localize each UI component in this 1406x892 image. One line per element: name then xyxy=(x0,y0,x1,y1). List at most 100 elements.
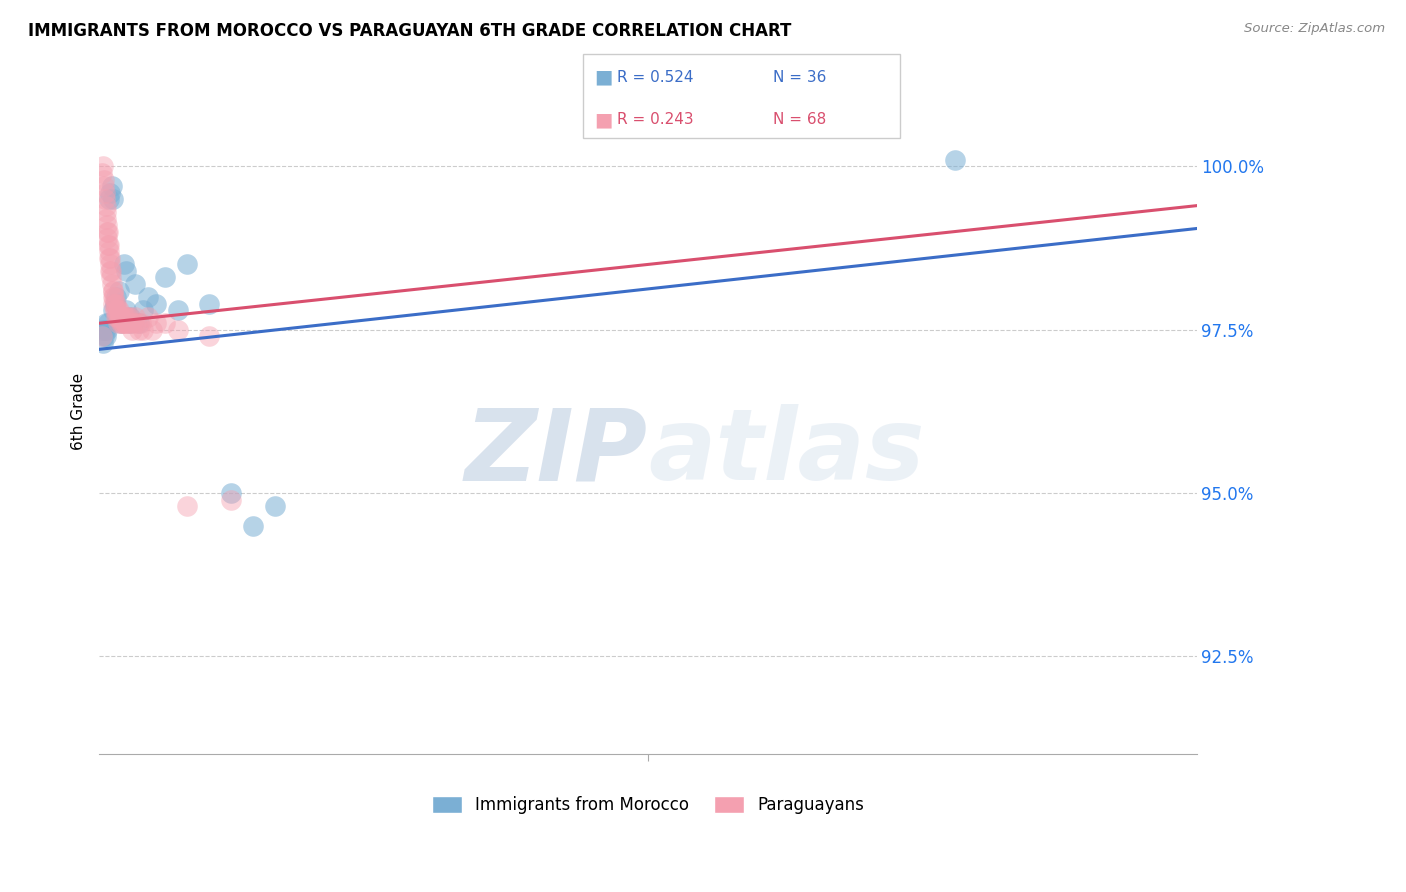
Point xyxy=(943,153,966,167)
Point xyxy=(91,160,114,174)
Point xyxy=(97,237,120,252)
Point xyxy=(101,290,124,304)
Point xyxy=(121,323,143,337)
Text: N = 68: N = 68 xyxy=(773,112,827,128)
Point xyxy=(93,329,115,343)
Point xyxy=(111,316,134,330)
Point xyxy=(108,310,131,324)
Point xyxy=(145,296,167,310)
Point xyxy=(114,316,136,330)
Point xyxy=(103,284,125,298)
Point xyxy=(219,492,242,507)
Point xyxy=(124,310,146,324)
Point xyxy=(97,225,120,239)
Point xyxy=(132,303,155,318)
Point xyxy=(124,277,146,291)
Point xyxy=(94,329,117,343)
Point xyxy=(104,296,127,310)
Point xyxy=(90,329,112,343)
Point xyxy=(105,303,128,318)
Point xyxy=(103,290,125,304)
Point xyxy=(167,323,190,337)
Point xyxy=(108,310,131,324)
Point xyxy=(101,192,124,206)
Point xyxy=(100,251,122,265)
Point xyxy=(198,296,221,310)
Point xyxy=(110,316,132,330)
Text: Source: ZipAtlas.com: Source: ZipAtlas.com xyxy=(1244,22,1385,36)
Point xyxy=(100,264,122,278)
Point xyxy=(198,329,221,343)
Point xyxy=(264,499,287,513)
Point xyxy=(96,219,118,233)
Point xyxy=(91,166,114,180)
Text: ZIP: ZIP xyxy=(465,404,648,501)
Point xyxy=(94,211,117,226)
Point xyxy=(112,257,135,271)
Point xyxy=(98,251,121,265)
Point xyxy=(114,310,136,324)
Point xyxy=(100,270,122,285)
Point xyxy=(103,296,125,310)
Point xyxy=(242,518,264,533)
Point xyxy=(120,316,142,330)
Point xyxy=(115,316,138,330)
Text: atlas: atlas xyxy=(648,404,925,501)
Point xyxy=(136,310,159,324)
Point xyxy=(98,257,121,271)
Point xyxy=(125,316,148,330)
Point xyxy=(100,186,122,200)
Point xyxy=(105,310,128,324)
Text: N = 36: N = 36 xyxy=(773,70,827,85)
Point xyxy=(98,244,121,259)
Point xyxy=(105,290,128,304)
Point xyxy=(114,303,136,318)
Y-axis label: 6th Grade: 6th Grade xyxy=(72,373,86,450)
Point xyxy=(100,277,122,291)
Point xyxy=(93,172,115,186)
Point xyxy=(97,316,120,330)
Point xyxy=(155,316,177,330)
Point xyxy=(128,316,150,330)
Point xyxy=(145,316,167,330)
Point xyxy=(155,270,177,285)
Point xyxy=(107,303,129,318)
Point xyxy=(105,296,128,310)
Point xyxy=(100,179,122,194)
Point xyxy=(176,499,198,513)
Point xyxy=(90,323,112,337)
Point xyxy=(120,310,142,324)
Legend: Immigrants from Morocco, Paraguayans: Immigrants from Morocco, Paraguayans xyxy=(432,797,865,814)
Point xyxy=(108,303,131,318)
Point xyxy=(98,237,121,252)
Point xyxy=(118,316,141,330)
Point xyxy=(129,316,152,330)
Point xyxy=(107,316,129,330)
Point xyxy=(94,205,117,219)
Text: ■: ■ xyxy=(595,68,613,87)
Point xyxy=(96,231,118,245)
Point xyxy=(100,264,122,278)
Point xyxy=(167,303,190,318)
Point xyxy=(101,284,124,298)
Point xyxy=(128,323,150,337)
Text: R = 0.524: R = 0.524 xyxy=(617,70,693,85)
Point xyxy=(93,179,115,194)
Point xyxy=(96,225,118,239)
Point xyxy=(104,310,127,324)
Point xyxy=(110,310,132,324)
Point xyxy=(219,486,242,500)
Text: IMMIGRANTS FROM MOROCCO VS PARAGUAYAN 6TH GRADE CORRELATION CHART: IMMIGRANTS FROM MOROCCO VS PARAGUAYAN 6T… xyxy=(28,22,792,40)
Text: R = 0.243: R = 0.243 xyxy=(617,112,693,128)
Point xyxy=(103,303,125,318)
Point xyxy=(105,310,128,324)
Point xyxy=(122,316,145,330)
Point xyxy=(111,316,134,330)
Point xyxy=(93,186,115,200)
Point xyxy=(112,310,135,324)
Point xyxy=(117,310,139,324)
Point xyxy=(93,192,115,206)
Point xyxy=(94,316,117,330)
Point xyxy=(108,284,131,298)
Point xyxy=(114,264,136,278)
